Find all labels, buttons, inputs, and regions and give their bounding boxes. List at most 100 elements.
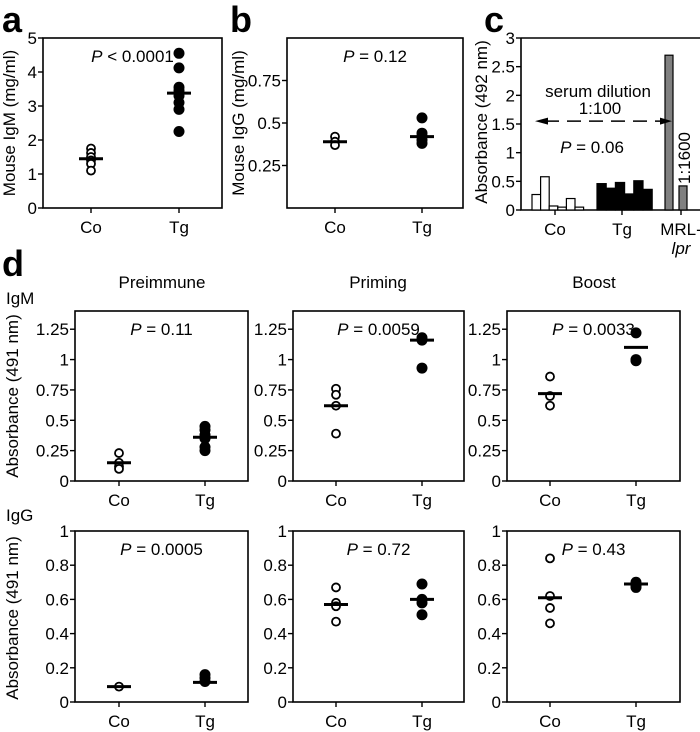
chart-d-igm-preimmune: 0 0.25 0.5 0.75 1 1.25 Co Tg P = 0.11 (36, 310, 249, 510)
data-point-tg (173, 126, 185, 137)
y-tick-label: 1 (278, 351, 287, 370)
bar-co (548, 205, 559, 211)
y-tick-label: 0.25 (468, 442, 501, 461)
y-tick-label: 2.5 (491, 58, 515, 77)
x-tick-label: Tg (412, 491, 432, 510)
y-tick-label: 2 (506, 86, 515, 105)
data-point-co (545, 371, 555, 382)
y-tick-label: 0 (492, 693, 501, 712)
y-tick-label: 0.5 (491, 172, 515, 191)
x-tick-label: Tg (626, 712, 646, 731)
p-value-annotation: P = 0.43 (562, 540, 626, 559)
y-tick-label: 0 (278, 693, 287, 712)
dilution-1-100-label: 1:100 (579, 99, 622, 118)
chart-d-igg-priming: 0 0.2 0.4 0.6 0.8 1 Co Tg P = 0.72 (263, 522, 465, 731)
plots: 0 1 2 3 4 5 Mouse IgM (mg/ml) Co Tg P < 0.0001 0.2… (0, 29, 700, 731)
y-tick-label: 0.25 (254, 442, 287, 461)
bar-co (531, 193, 542, 211)
y-tick-label: 0.4 (45, 625, 69, 644)
y-tick-label: 0 (506, 201, 515, 220)
x-tick-label: Tg (195, 491, 215, 510)
y-axis-label: Absorbance (492 nm) (472, 40, 491, 203)
x-tick-label: Co (539, 712, 561, 731)
x-tick-label: Co (324, 218, 346, 237)
y-tick-label: 0.4 (263, 625, 287, 644)
plot-frame (506, 310, 681, 482)
x-tick-label: Tg (626, 491, 646, 510)
y-tick-label: 0 (278, 472, 287, 491)
x-tick-label: Tg (169, 218, 189, 237)
p-value-annotation: P = 0.06 (560, 138, 624, 157)
y-axis-label: Mouse IgM (mg/ml) (0, 50, 19, 196)
chart-d-igm-boost: 0 0.25 0.5 0.75 1 1.25 Co Tg P = 0.0033 (468, 310, 681, 510)
data-point-tg (416, 112, 428, 124)
arrow-left-icon (535, 117, 548, 125)
p-value-annotation: P = 0.0005 (120, 540, 203, 559)
x-tick-label: Tg (412, 712, 432, 731)
data-point-co (545, 400, 555, 411)
data-point-tg (630, 327, 642, 339)
plot-frame (506, 530, 681, 703)
y-tick-label: 1.25 (468, 320, 501, 339)
data-point-tg (630, 355, 642, 367)
y-tick-label: 1 (278, 522, 287, 541)
data-point-co (86, 165, 96, 176)
y-tick-label: 0.25 (36, 442, 69, 461)
x-tick-label-lpr: lpr (672, 239, 692, 258)
y-tick-label: 1 (492, 351, 501, 370)
arrow-right-icon (660, 117, 672, 125)
data-point-co (114, 448, 124, 458)
p-value-annotation: P = 0.0033 (552, 320, 635, 339)
y-tick-label: 0.6 (45, 590, 69, 609)
bar-co (539, 176, 550, 211)
bar-tg (633, 180, 644, 211)
chart-d-igm-priming: 0 0.25 0.5 0.75 1 1.25 Co Tg P = 0.0059 (254, 310, 465, 510)
x-tick-label: Co (108, 712, 130, 731)
y-tick-label: 0.2 (45, 659, 69, 678)
y-axis-label: Mouse IgG (mg/ml) (229, 50, 248, 195)
y-tick-label: 0.5 (263, 411, 287, 430)
x-tick-label: Co (108, 491, 130, 510)
bar-co (574, 206, 585, 211)
chart-d-igg-boost: 0 0.2 0.4 0.6 0.8 1 Co Tg P = 0.43 (477, 522, 681, 731)
plot-frame (42, 37, 223, 209)
data-point-tg (173, 47, 185, 59)
data-point-co (331, 389, 341, 400)
y-tick-label: 0.75 (468, 381, 501, 400)
y-tick-label: 0 (28, 199, 37, 218)
data-point-tg (173, 103, 185, 115)
bar-tg (614, 181, 626, 211)
chart-d-igg-preimmune: 0 0.2 0.4 0.6 0.8 1 Co Tg P = 0.0005 (45, 522, 249, 731)
y-tick-label: 0.4 (477, 625, 501, 644)
y-tick-label: 3 (28, 97, 37, 116)
data-point-co (545, 603, 555, 613)
y-tick-label: 5 (28, 29, 37, 48)
data-point-co (331, 582, 341, 593)
x-tick-label: Co (539, 491, 561, 510)
y-tick-label: 1 (492, 522, 501, 541)
bar-mrl-lpr (678, 185, 688, 211)
dilution-1-1600-label: 1:1600 (675, 132, 694, 184)
column-title-priming: Priming (349, 273, 407, 292)
bar-tg (596, 183, 607, 211)
y-tick-label: 0.8 (477, 556, 501, 575)
bar-tg (605, 187, 617, 211)
y-tick-label: 0.8 (263, 556, 287, 575)
y-tick-label: 0.6 (477, 590, 501, 609)
y-tick-label: 1.25 (254, 320, 287, 339)
y-tick-label: 0.6 (263, 590, 287, 609)
column-title-preimmune: Preimmune (119, 273, 206, 292)
y-tick-label: 0.75 (36, 381, 69, 400)
y-tick-label: 0.2 (263, 659, 287, 678)
y-tick-label: 1.25 (36, 320, 69, 339)
plot-frame (74, 310, 249, 482)
data-point-co (545, 618, 555, 629)
row-label-igg: IgG (6, 506, 33, 525)
y-tick-label: 2 (28, 131, 37, 150)
chart-a: 0 1 2 3 4 5 Mouse IgM (mg/ml) Co Tg P < 0.0001 (0, 29, 223, 237)
y-tick-label: 0.5 (45, 411, 69, 430)
y-tick-label: 0.75 (254, 381, 287, 400)
data-point-co (331, 428, 341, 439)
